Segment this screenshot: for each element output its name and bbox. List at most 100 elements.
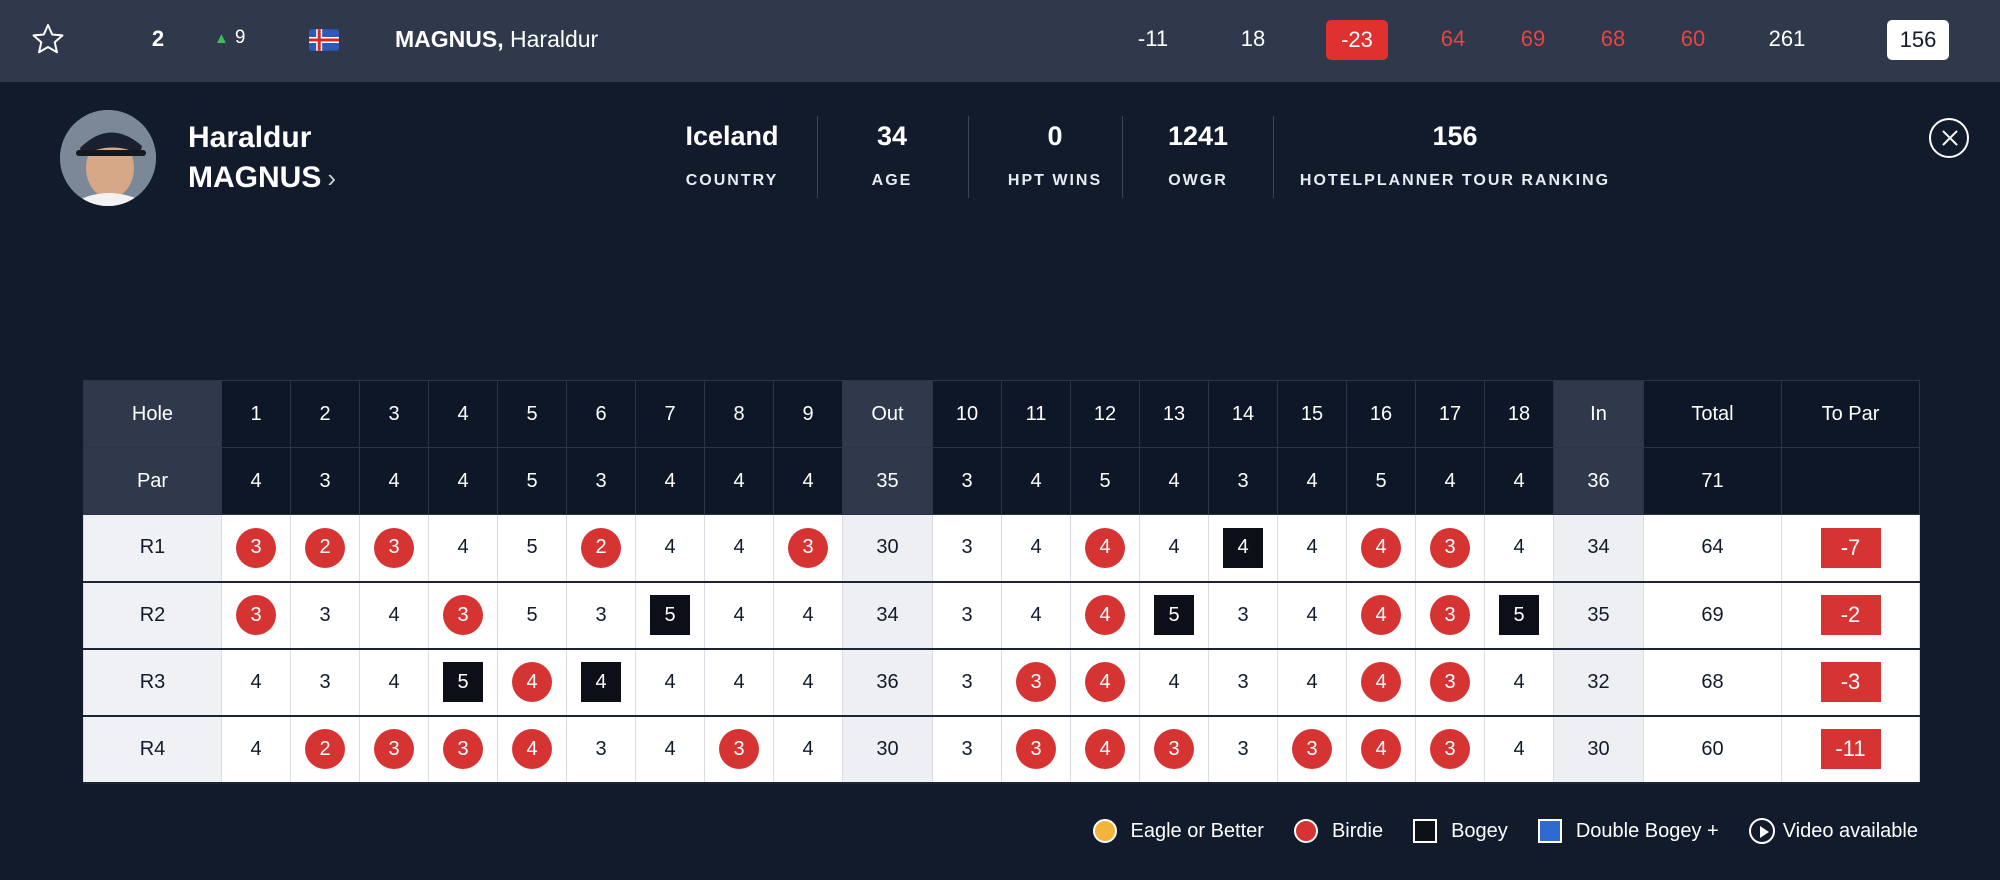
hole-score: 4 xyxy=(1139,648,1209,717)
par-to-par-empty xyxy=(1781,447,1920,515)
hole-par: 3 xyxy=(1208,447,1278,515)
hole-score: 3 xyxy=(1415,715,1485,784)
hole-number: 9 xyxy=(773,380,843,448)
stat-country: Iceland COUNTRY xyxy=(662,112,802,190)
to-par-label: To Par xyxy=(1781,380,1920,448)
par-out: 35 xyxy=(842,447,933,515)
hole-number: 16 xyxy=(1346,380,1416,448)
round-3-score: 68 xyxy=(1600,26,1626,51)
profile-last-name: MAGNUS xyxy=(188,161,322,194)
legend-label: Eagle or Better xyxy=(1130,819,1264,842)
hole-number: 8 xyxy=(704,380,774,448)
hole-score: 3 xyxy=(290,581,360,650)
par-total: 71 xyxy=(1643,447,1782,515)
par-in: 36 xyxy=(1553,447,1644,515)
hole-score: 3 xyxy=(359,715,429,784)
hole-par: 4 xyxy=(1277,447,1347,515)
hole-score: 4 xyxy=(1070,581,1140,650)
hole-number: 10 xyxy=(932,380,1002,448)
round-in: 34 xyxy=(1553,514,1644,583)
hole-score: 4 xyxy=(221,648,291,717)
hole-score: 3 xyxy=(1001,648,1071,717)
round-in: 32 xyxy=(1553,648,1644,717)
hole-par: 4 xyxy=(359,447,429,515)
legend-bogey: Bogey xyxy=(1413,819,1508,843)
hole-score: 3 xyxy=(290,648,360,717)
round-1-score: 64 xyxy=(1440,26,1466,51)
hole-par: 4 xyxy=(221,447,291,515)
legend-label: Video available xyxy=(1782,819,1918,842)
score-value: 4 xyxy=(664,737,676,760)
hole-par: 3 xyxy=(566,447,636,515)
player-profile-link[interactable]: Haraldur MAGNUS › xyxy=(188,118,336,198)
hole-score: 4 xyxy=(1484,715,1554,784)
score-value: 3 xyxy=(1430,595,1470,635)
score-value: 4 xyxy=(1085,595,1125,635)
hole-score: 3 xyxy=(221,581,291,650)
stat-divider xyxy=(968,116,969,198)
hole-number: 7 xyxy=(635,380,705,448)
hole-number: 12 xyxy=(1070,380,1140,448)
score-value: 3 xyxy=(236,527,276,568)
hole-score: 3 xyxy=(932,581,1002,650)
leaderboard-row[interactable]: 2 ▲ 9 MAGNUS, Haraldur -11 18 -23 64 69 … xyxy=(0,0,2000,82)
score-value: 4 xyxy=(1085,527,1125,568)
hole-score: 4 xyxy=(359,581,429,650)
round-out: 34 xyxy=(842,581,933,650)
score-value: 4 xyxy=(1085,662,1125,702)
hole-score: 3 xyxy=(1208,648,1278,717)
hole-par: 4 xyxy=(1484,447,1554,515)
round-to-par: -3 xyxy=(1781,648,1920,717)
legend-label: Double Bogey + xyxy=(1575,819,1719,842)
hole-score: 4 xyxy=(1001,514,1071,583)
score-value: 3 xyxy=(319,670,331,693)
score-value: 4 xyxy=(1361,595,1401,635)
hole-par: 3 xyxy=(290,447,360,515)
score-value: 2 xyxy=(305,729,345,769)
close-icon[interactable] xyxy=(1929,118,1969,158)
stat-hpt-wins: 0 HPT WINS xyxy=(985,112,1125,190)
hole-score: 4 xyxy=(1346,715,1416,784)
hole-score: 3 xyxy=(1001,715,1071,784)
hole-score: 5 xyxy=(428,648,498,717)
hole-score: 4 xyxy=(773,581,843,650)
round-to-par: -11 xyxy=(1781,715,1920,784)
in-label: In xyxy=(1553,380,1644,448)
bogey-marker-icon xyxy=(1413,819,1438,843)
hole-score: 3 xyxy=(932,514,1002,583)
round-total: 69 xyxy=(1643,581,1782,650)
hole-par: 5 xyxy=(1070,447,1140,515)
total-to-par-badge: -23 xyxy=(1326,20,1388,60)
score-value: 3 xyxy=(595,603,607,626)
score-value: 4 xyxy=(1030,603,1042,626)
total-label: Total xyxy=(1643,380,1782,448)
hole-score: 3 xyxy=(1415,581,1485,650)
favorite-star-icon[interactable] xyxy=(32,23,64,55)
stat-divider xyxy=(1122,116,1123,198)
stat-label: COUNTRY xyxy=(685,172,779,189)
hole-score: 3 xyxy=(566,715,636,784)
hole-score: 3 xyxy=(566,581,636,650)
hole-number: 11 xyxy=(1001,380,1071,448)
position-movement: ▲ 9 xyxy=(214,27,245,49)
hole-row: Hole 1 2 3 4 5 6 7 8 9 Out 10 11 12 13 14 15 16 17 18 In Tota… xyxy=(83,380,1920,448)
hole-score: 4 xyxy=(773,715,843,784)
round-row: R2 3 3 4 3 5 3 5 4 4 34 3 4 4 5 3 4 4 3 5 35 69 -2 xyxy=(83,581,1920,650)
stat-owgr: 1241 OWGR xyxy=(1138,112,1258,190)
legend-label: Bogey xyxy=(1451,819,1508,842)
hole-score: 3 xyxy=(704,715,774,784)
stat-label: OWGR xyxy=(1168,172,1228,189)
iceland-flag-icon xyxy=(309,29,339,51)
hole-par: 4 xyxy=(1001,447,1071,515)
hole-score: 4 xyxy=(635,514,705,583)
hole-number: 13 xyxy=(1139,380,1209,448)
player-name-link[interactable]: MAGNUS, Haraldur xyxy=(395,26,598,53)
hole-par: 4 xyxy=(1139,447,1209,515)
chevron-right-icon: › xyxy=(327,163,337,193)
score-value: 4 xyxy=(250,670,262,693)
round-total: 64 xyxy=(1643,514,1782,583)
hole-score: 4 xyxy=(1139,514,1209,583)
hole-score: 4 xyxy=(497,648,567,717)
legend-eagle: Eagle or Better xyxy=(1092,819,1264,843)
hole-par: 3 xyxy=(932,447,1002,515)
